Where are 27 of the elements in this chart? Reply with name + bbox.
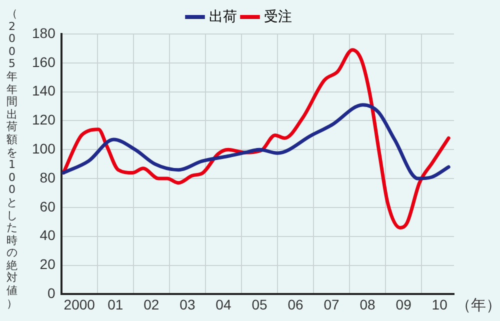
legend-label: 受注 xyxy=(264,8,292,24)
x-tick-label: 07 xyxy=(324,296,340,312)
y-tick-label: 20 xyxy=(40,256,56,272)
x-axis-title: （年） xyxy=(456,296,500,314)
x-tick-label: 06 xyxy=(288,296,304,312)
y-tick-label: 40 xyxy=(40,227,56,244)
x-tick-label: 08 xyxy=(360,296,376,312)
y-tick-label: 60 xyxy=(40,198,56,214)
line-series xyxy=(62,48,450,230)
y-tick-label: 180 xyxy=(32,24,56,41)
line-series xyxy=(62,103,450,180)
x-tick-label: 01 xyxy=(108,296,124,312)
text: （2005年年間出荷額を100とした時の絶対値） xyxy=(6,7,18,310)
y-tick-label: 80 xyxy=(40,169,56,186)
y-tick-label: 120 xyxy=(32,112,56,128)
legend-label: 出荷 xyxy=(209,8,237,24)
x-tick-label: 2000 xyxy=(64,296,96,312)
y-tick-label: 140 xyxy=(32,82,56,99)
x-tick-label: 10 xyxy=(432,296,448,312)
x-tick-label: 04 xyxy=(216,296,232,312)
y-tick-label: 100 xyxy=(32,140,56,157)
x-tick-label: 02 xyxy=(144,296,160,312)
y-tick-label: 160 xyxy=(32,54,56,70)
y-tick-label: 0 xyxy=(48,285,56,302)
x-tick-label: 09 xyxy=(396,296,412,312)
x-tick-label: 03 xyxy=(180,296,196,312)
x-tick-label: 05 xyxy=(252,296,268,312)
